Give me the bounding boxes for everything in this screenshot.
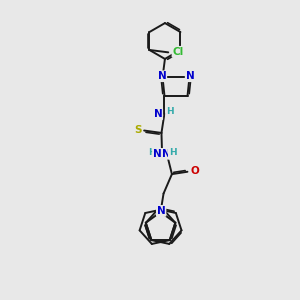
Text: Cl: Cl (172, 47, 184, 57)
Text: H: H (166, 106, 174, 116)
Text: H: H (169, 148, 176, 157)
Text: N: N (154, 109, 162, 119)
Text: N: N (163, 149, 171, 159)
Text: O: O (190, 166, 199, 176)
Text: N: N (158, 71, 166, 81)
Text: N: N (157, 206, 166, 216)
Text: N: N (186, 71, 194, 81)
Text: N: N (153, 149, 162, 159)
Text: S: S (134, 125, 141, 135)
Text: H: H (148, 148, 155, 157)
